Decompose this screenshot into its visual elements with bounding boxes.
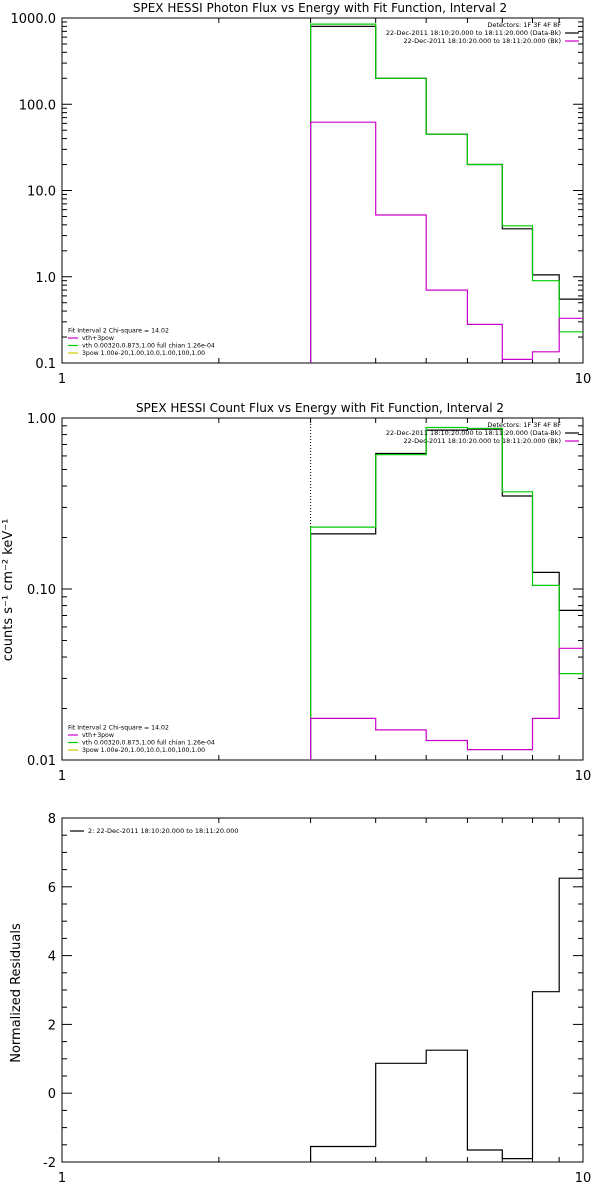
residual-y-tick-label: 0 (48, 1087, 56, 1102)
photon-y-tick-label: 1.0 (35, 271, 56, 286)
count-flux-panel: SPEX HESSI Count Flux vs Energy with Fit… (1, 401, 591, 784)
photon-legend-top-text: 22-Dec-2011 18:10:20.000 to 18:11:20.000… (404, 37, 562, 45)
photon-y-tick-label: 1000.0 (11, 12, 57, 27)
residual-y-tick-label: 4 (48, 950, 56, 965)
residual-y-tick-label: -2 (43, 1156, 56, 1171)
photon-y-tick-label: 0.1 (35, 357, 56, 372)
count-y-tick-label: 0.01 (27, 754, 56, 769)
photon-x-tick-label: 10 (575, 372, 592, 387)
photon-series-2-line (310, 121, 583, 363)
photon-series-1-line (310, 23, 583, 363)
photon-legend-top-text: Detectors: 1F 3F 4F 8F (487, 21, 561, 29)
photon-flux-title: SPEX HESSI Photon Flux vs Energy with Fi… (133, 1, 507, 15)
residual-series-0-line (310, 877, 583, 1162)
count-flux-ylabel: counts s⁻¹ cm⁻² keV⁻¹ (1, 519, 16, 662)
photon-legend-bottom-text: 3pow 1.00e-20,1.00,10.0,1.00,100,1.00 (82, 350, 205, 357)
count-x-tick-label: 10 (575, 769, 592, 784)
photon-y-tick-label: 10.0 (27, 185, 56, 200)
count-legend-bottom-text: Fit Interval 2 Chi-square = 14.02 (68, 725, 169, 732)
count-legend-top-text: Detectors: 1F 3F 4F 8F (487, 421, 561, 429)
photon-flux-panel: SPEX HESSI Photon Flux vs Energy with Fi… (11, 1, 592, 387)
residual-x-tick-label: 1 (58, 1171, 66, 1186)
photon-legend-bottom-text: vth+3pow (82, 335, 114, 342)
residual-legend-top-text: 2: 22-Dec-2011 18:10:20.000 to 18:11:20.… (88, 827, 239, 835)
photon-x-tick-label: 1 (58, 372, 66, 387)
residual-x-tick-label: 10 (575, 1171, 592, 1186)
count-y-tick-label: 1.00 (27, 412, 56, 427)
photon-legend-top-text: 22-Dec-2011 18:10:20.000 to 18:11:20.000… (386, 29, 561, 37)
count-legend-bottom-text: 3pow 1.00e-20,1.00,10.0,1.00,100,1.00 (82, 747, 205, 754)
count-flux-title: SPEX HESSI Count Flux vs Energy with Fit… (136, 401, 504, 415)
count-series-1-line (310, 426, 583, 760)
residual-y-tick-label: 6 (48, 881, 56, 896)
photon-legend-bottom-text: Fit Interval 2 Chi-square = 14.02 (68, 328, 169, 335)
residual-y-tick-label: 2 (48, 1018, 56, 1033)
count-series-2-line (310, 647, 583, 760)
residuals-panel: Normalized Residuals 1 10 -2 0 2 4 6 8 2: 22-Dec… (9, 812, 591, 1186)
count-legend-bottom-text: vth 0.00320,0.873,1.00 full chian 1.26e-… (82, 740, 215, 747)
count-legend-top-text: 22-Dec-2011 18:10:20.000 to 18:11:20.000… (386, 429, 561, 437)
count-x-tick-label: 1 (58, 769, 66, 784)
count-y-tick-label: 0.10 (27, 583, 56, 598)
count-legend-bottom-text: vth+3pow (82, 732, 114, 739)
photon-legend-bottom-text: vth 0.00320,0.873,1.00 full chian 1.26e-… (82, 343, 215, 350)
count-legend-top-text: 22-Dec-2011 18:10:20.000 to 18:11:20.000… (404, 437, 562, 445)
photon-y-tick-label: 100.0 (19, 98, 56, 113)
residuals-ylabel: Normalized Residuals (9, 923, 24, 1063)
residual-y-tick-label: 8 (48, 812, 56, 827)
